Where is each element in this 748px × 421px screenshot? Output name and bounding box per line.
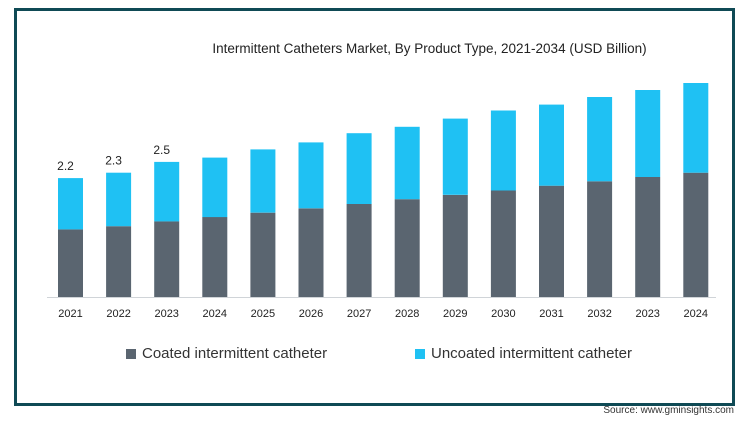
bar-uncoated-8 xyxy=(442,118,468,195)
x-tick-label-3: 2024 xyxy=(203,308,227,320)
bar-uncoated-3 xyxy=(202,157,228,218)
bar-uncoated-6 xyxy=(346,133,372,204)
legend-item-coated: Coated intermittent catheter xyxy=(126,345,327,362)
data-label-0: 2.2 xyxy=(57,159,74,173)
bar-uncoated-2 xyxy=(154,161,180,222)
x-tick-label-4: 2025 xyxy=(251,308,275,320)
bar-coated-2 xyxy=(154,221,180,297)
x-tick-label-1: 2022 xyxy=(106,308,130,320)
legend-swatch-uncoated xyxy=(415,348,425,359)
chart-frame: Intermittent Catheters Market, By Produc… xyxy=(14,8,735,406)
bar-uncoated-7 xyxy=(394,126,420,200)
legend-label-coated: Coated intermittent catheter xyxy=(142,345,328,362)
x-tick-label-12: 2023 xyxy=(635,308,659,320)
bar-uncoated-10 xyxy=(539,104,564,186)
bar-coated-6 xyxy=(346,204,372,297)
data-label-1: 2.3 xyxy=(105,154,122,168)
chart-legend: Coated intermittent catheter Uncoated in… xyxy=(0,345,748,365)
bar-coated-0 xyxy=(58,229,83,297)
x-tick-label-2: 2023 xyxy=(154,308,178,320)
x-tick-label-5: 2026 xyxy=(299,308,323,320)
x-tick-label-8: 2029 xyxy=(443,308,467,320)
bar-uncoated-4 xyxy=(250,149,276,213)
bar-uncoated-9 xyxy=(490,110,516,191)
bar-coated-4 xyxy=(250,212,276,297)
bar-coated-7 xyxy=(394,199,420,297)
x-tick-label-13: 2024 xyxy=(684,308,708,320)
x-tick-label-10: 2031 xyxy=(539,308,563,320)
bar-coated-10 xyxy=(539,185,564,297)
bar-coated-8 xyxy=(442,194,468,297)
bar-coated-13 xyxy=(683,172,709,297)
x-tick-label-0: 2021 xyxy=(58,308,82,320)
bar-uncoated-12 xyxy=(635,90,661,177)
bar-coated-12 xyxy=(635,177,661,297)
legend-item-uncoated: Uncoated intermittent catheter xyxy=(415,345,632,362)
bar-coated-5 xyxy=(298,208,324,297)
legend-label-uncoated: Uncoated intermittent catheter xyxy=(431,345,632,362)
bar-coated-9 xyxy=(490,190,516,297)
chart-title: Intermittent Catheters Market, By Produc… xyxy=(212,41,647,56)
bar-coated-1 xyxy=(106,226,132,297)
data-label-2: 2.5 xyxy=(153,143,170,157)
x-tick-label-7: 2028 xyxy=(395,308,419,320)
bar-uncoated-13 xyxy=(683,83,709,173)
bar-coated-11 xyxy=(587,181,613,297)
x-tick-label-9: 2030 xyxy=(491,308,515,320)
source-note: Source: www.gminsights.com xyxy=(603,405,734,416)
bar-uncoated-5 xyxy=(298,142,324,209)
bar-uncoated-11 xyxy=(587,97,613,182)
bar-coated-3 xyxy=(202,217,228,297)
bar-uncoated-1 xyxy=(106,172,132,227)
legend-swatch-coated xyxy=(126,348,136,359)
x-tick-label-11: 2032 xyxy=(587,308,611,320)
x-tick-label-6: 2027 xyxy=(347,308,371,320)
bar-uncoated-0 xyxy=(58,178,83,230)
